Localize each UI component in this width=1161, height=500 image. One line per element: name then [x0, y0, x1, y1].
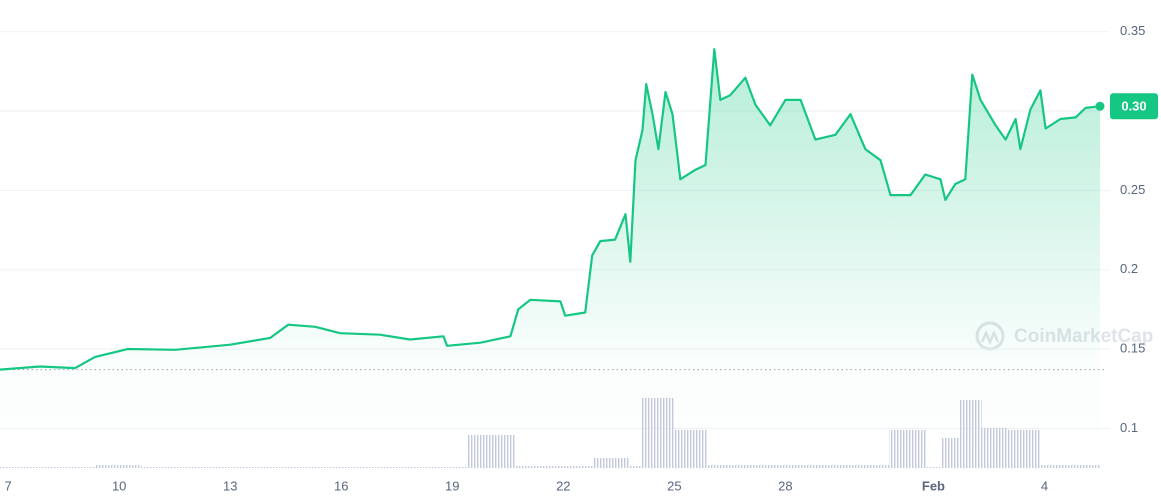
y-tick-label: 0.1 — [1120, 420, 1138, 435]
y-tick-label: 0.35 — [1120, 23, 1145, 38]
x-tick-label: 4 — [1041, 478, 1048, 493]
x-tick-label: 22 — [556, 478, 570, 493]
x-tick-label: 25 — [667, 478, 681, 493]
x-tick-label: 7 — [5, 478, 12, 493]
x-tick-label: Feb — [922, 478, 945, 493]
y-tick-label: 0.15 — [1120, 340, 1145, 355]
y-tick-label: 0.2 — [1120, 261, 1138, 276]
x-tick-label: 16 — [334, 478, 348, 493]
price-badge-bg — [1110, 93, 1158, 120]
x-tick-label: 10 — [112, 478, 126, 493]
x-tick-label: 13 — [223, 478, 237, 493]
last-point — [1095, 101, 1105, 111]
price-line — [0, 48, 1101, 371]
x-tick-label: 28 — [778, 478, 792, 493]
price-area — [0, 49, 1100, 468]
price-badge: 0.30 — [1121, 99, 1146, 114]
y-tick-label: 0.25 — [1120, 182, 1145, 197]
x-tick-label: 19 — [445, 478, 459, 493]
